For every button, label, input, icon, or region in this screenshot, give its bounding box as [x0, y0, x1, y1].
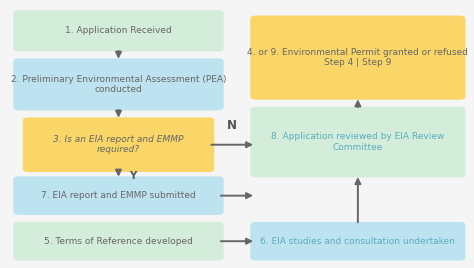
FancyBboxPatch shape [13, 176, 224, 215]
FancyBboxPatch shape [13, 58, 224, 110]
Text: N: N [227, 120, 237, 132]
FancyBboxPatch shape [250, 16, 465, 100]
Text: 3. Is an EIA report and EMMP
required?: 3. Is an EIA report and EMMP required? [53, 135, 184, 154]
FancyBboxPatch shape [13, 10, 224, 51]
FancyBboxPatch shape [23, 117, 214, 172]
Text: 4. or 9. Environmental Permit granted or refused
Step 4 | Step 9: 4. or 9. Environmental Permit granted or… [247, 48, 468, 67]
Text: 2. Preliminary Environmental Assessment (PEA)
conducted: 2. Preliminary Environmental Assessment … [11, 75, 226, 94]
Text: 8. Application reviewed by EIA Review
Committee: 8. Application reviewed by EIA Review Co… [271, 132, 445, 152]
Text: 5. Terms of Reference developed: 5. Terms of Reference developed [44, 237, 193, 246]
FancyBboxPatch shape [250, 222, 465, 260]
Text: 7. EIA report and EMMP submitted: 7. EIA report and EMMP submitted [41, 191, 196, 200]
FancyBboxPatch shape [13, 222, 224, 260]
FancyBboxPatch shape [250, 107, 465, 177]
Text: 1. Application Received: 1. Application Received [65, 26, 172, 35]
Text: Y: Y [129, 170, 137, 181]
Text: 6. EIA studies and consultation undertaken: 6. EIA studies and consultation undertak… [260, 237, 456, 246]
